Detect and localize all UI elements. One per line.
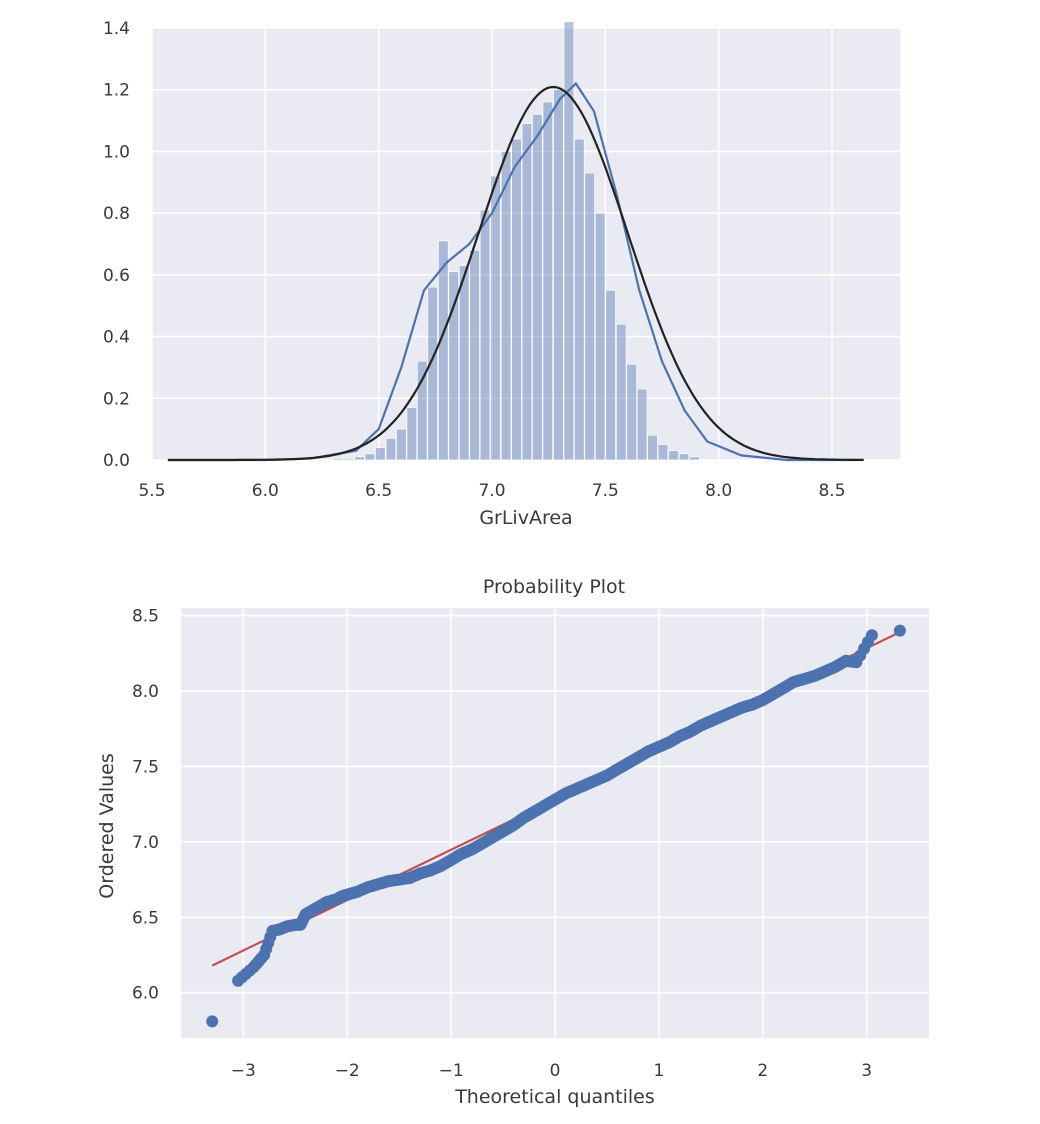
histogram-bar: [343, 458, 355, 461]
probability-plot-y-tick-label: 8.5: [132, 607, 159, 627]
histogram-bar: [616, 323, 627, 461]
histogram-bar: [490, 175, 501, 461]
histogram-y-tick-label: 0.8: [103, 204, 130, 224]
histogram-x-tick-labels: 5.5 6.0 6.5 7.0 7.5 8.0 8.5: [138, 481, 845, 501]
histogram-y-tick-label: 0.4: [103, 328, 130, 348]
histogram-x-tick-label: 5.5: [138, 481, 165, 501]
probability-plot-title: Probability Plot: [483, 576, 625, 598]
probability-plot-x-tick-labels: −3 −2 −1 0 1 2 3: [231, 1061, 872, 1081]
probability-plot-y-tick-labels: 6.0 6.5 7.0 7.5 8.0 8.5: [132, 607, 159, 1004]
histogram-x-tick-label: 8.0: [705, 481, 732, 501]
probability-plot-y-tick-label: 6.5: [132, 908, 159, 928]
histogram-chart: 5.5 6.0 6.5 7.0 7.5 8.0 8.5 0.0 0.2 0.4 0.6 0.8 1.0…: [103, 19, 900, 529]
histogram-curves: [167, 81, 864, 462]
probability-plot-x-tick-label: 1: [653, 1061, 664, 1081]
kde-curve: [167, 81, 855, 462]
quantile-point: [206, 1015, 219, 1028]
probability-plot-x-tick-label: 0: [550, 1061, 561, 1081]
histogram-bar: [574, 138, 585, 461]
probability-plot-x-tick-label: −3: [231, 1061, 256, 1081]
histogram-bar: [396, 428, 407, 461]
normal-fit-curve: [167, 85, 864, 462]
histogram-y-tick-label: 1.2: [103, 81, 130, 101]
probability-plot-y-tick-label: 7.5: [132, 757, 159, 777]
histogram-bar: [333, 458, 344, 461]
histogram-bar: [595, 212, 606, 461]
probability-plot-y-tick-label: 8.0: [132, 682, 159, 702]
histogram-y-tick-label: 1.4: [103, 19, 130, 39]
histogram-bar: [354, 456, 365, 461]
probability-plot-x-tick-label: 3: [861, 1061, 872, 1081]
histogram-bars: [333, 21, 700, 461]
histogram-bar: [469, 249, 480, 461]
histogram-bar: [689, 456, 700, 461]
probability-plot-x-tick-label: −1: [439, 1061, 464, 1081]
probability-plot-x-tick-label: 2: [757, 1061, 768, 1081]
histogram-bar: [521, 123, 533, 461]
histogram-x-tick-label: 6.0: [252, 481, 279, 501]
quantile-point: [893, 624, 906, 637]
histogram-y-tick-label: 0.6: [103, 266, 130, 286]
histogram-bar: [417, 360, 428, 461]
histogram-y-tick-label: 0.2: [103, 389, 130, 409]
histogram-bar: [438, 240, 449, 461]
probability-plot-x-tick-label: −2: [335, 1061, 360, 1081]
histogram-bar: [427, 286, 438, 461]
histogram-x-axis-label: GrLivArea: [479, 507, 572, 529]
histogram-bar: [364, 453, 376, 461]
histogram-bar: [500, 151, 512, 461]
histogram-y-tick-labels: 0.0 0.2 0.4 0.6 0.8 1.0 1.2 1.4: [103, 19, 130, 471]
histogram-bar: [385, 438, 397, 461]
histogram-bar: [542, 101, 553, 461]
histogram-bar: [605, 289, 616, 461]
histogram-bar: [553, 89, 564, 461]
histogram-bar: [626, 364, 637, 461]
probability-plot-y-axis-label: Ordered Values: [96, 753, 118, 898]
histogram-bar: [459, 265, 470, 461]
histogram-x-tick-label: 6.5: [365, 481, 392, 501]
histogram-x-tick-label: 8.5: [818, 481, 845, 501]
probability-plot-gridlines: [181, 608, 929, 1038]
histogram-bar: [479, 209, 491, 461]
histogram-bar: [647, 435, 658, 461]
probability-plot-y-tick-label: 6.0: [132, 984, 159, 1004]
histogram-bar: [406, 407, 417, 461]
histogram-plot-area: [152, 28, 900, 460]
histogram-y-tick-label: 0.0: [103, 451, 130, 471]
histogram-bar: [375, 447, 386, 461]
quantile-point: [865, 629, 878, 642]
histogram-bar: [563, 21, 575, 461]
histogram-bar: [532, 114, 543, 461]
histogram-bar: [448, 271, 459, 461]
histogram-x-tick-label: 7.0: [478, 481, 505, 501]
probability-plot-y-tick-label: 7.0: [132, 833, 159, 853]
histogram-bar: [584, 172, 595, 461]
probability-plot-points: [206, 624, 906, 1028]
histogram-bar: [511, 138, 522, 461]
probability-plot-chart: Probability Plot −3 −2 −1 0 1 2 3 6.0 6.5 7.0 7.5…: [96, 576, 929, 1108]
histogram-bar: [668, 450, 679, 461]
histogram-bar: [636, 388, 648, 461]
probability-plot-x-axis-label: Theoretical quantiles: [454, 1086, 655, 1108]
histogram-x-tick-label: 7.5: [592, 481, 619, 501]
histogram-bar: [678, 453, 690, 461]
histogram-y-tick-label: 1.0: [103, 142, 130, 162]
histogram-bar: [657, 444, 669, 461]
